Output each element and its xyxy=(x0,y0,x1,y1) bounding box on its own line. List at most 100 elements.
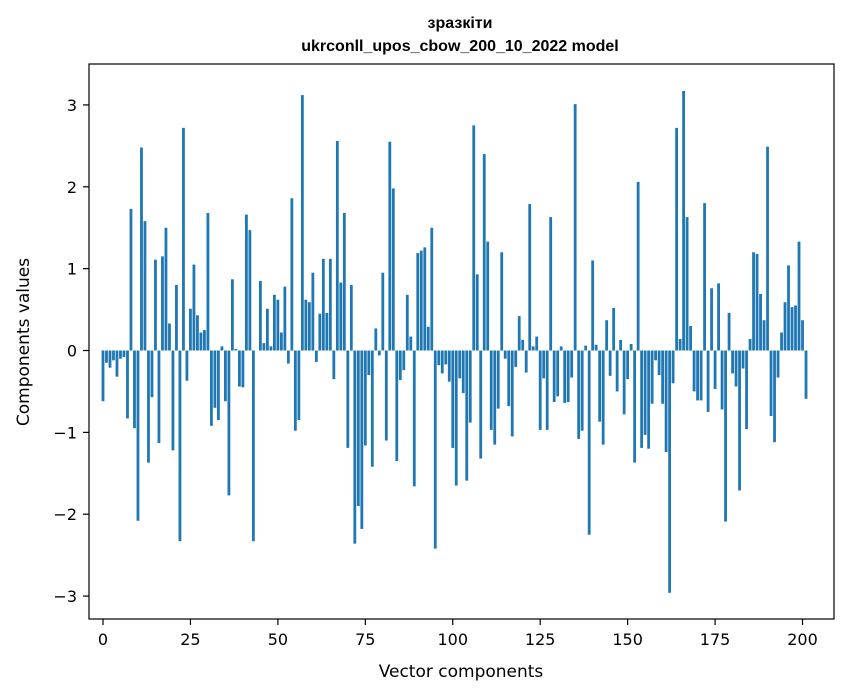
bar-component-100 xyxy=(451,350,455,448)
bar-component-59 xyxy=(307,302,311,351)
chart-title-line1: зразкіти xyxy=(428,15,493,32)
bar-component-37 xyxy=(231,279,234,351)
bar-component-77 xyxy=(370,350,374,467)
bar-component-5 xyxy=(119,350,122,359)
bar-component-141 xyxy=(594,344,598,351)
bar-component-34 xyxy=(220,346,224,351)
bar-component-71 xyxy=(349,285,353,351)
bar-component-149 xyxy=(622,350,626,415)
bar-component-1 xyxy=(105,350,108,363)
y-tick-label: 3 xyxy=(67,96,77,115)
bar-component-118 xyxy=(514,350,518,367)
bar-component-60 xyxy=(311,272,315,351)
bar-component-29 xyxy=(203,330,206,351)
bar-component-108 xyxy=(479,350,483,459)
bar-component-172 xyxy=(703,203,706,351)
bar-component-93 xyxy=(426,326,430,351)
x-axis-ticks: 0 25 50 75 100 125 150 175 200 xyxy=(98,619,818,649)
bar-component-55 xyxy=(293,350,297,431)
bar-component-147 xyxy=(615,350,619,392)
bar-component-86 xyxy=(402,350,406,371)
bar-component-65 xyxy=(328,258,332,351)
bar-component-115 xyxy=(503,350,507,359)
y-tick-label: 2 xyxy=(67,178,77,197)
bar-component-119 xyxy=(517,316,521,351)
x-tick-label: 200 xyxy=(787,630,818,649)
bar-component-199 xyxy=(797,241,801,351)
bar-component-6 xyxy=(122,350,126,358)
bar-component-12 xyxy=(143,221,147,351)
bar-component-131 xyxy=(559,346,563,351)
bar-component-109 xyxy=(482,154,486,351)
bar-component-159 xyxy=(657,350,661,376)
y-axis-ticks: −3 −2 −1 0 1 2 3 xyxy=(53,96,89,606)
bar-component-145 xyxy=(608,350,612,376)
bar-component-187 xyxy=(755,253,759,351)
bar-component-157 xyxy=(650,350,654,404)
bar-component-32 xyxy=(213,350,217,408)
x-tick-label: 175 xyxy=(700,630,731,649)
bar-component-36 xyxy=(227,350,231,496)
bar-component-67 xyxy=(335,140,339,351)
bar-component-143 xyxy=(601,350,605,445)
bar-component-85 xyxy=(398,350,402,380)
bar-component-174 xyxy=(710,288,713,351)
bar-component-111 xyxy=(489,350,493,430)
bar-component-196 xyxy=(787,265,790,351)
bar-component-136 xyxy=(577,350,581,439)
bar-component-18 xyxy=(164,227,168,351)
bar-component-23 xyxy=(182,127,185,351)
bar-component-28 xyxy=(199,332,203,351)
bar-component-193 xyxy=(776,350,780,378)
plot-area-frame xyxy=(88,63,835,620)
bar-component-125 xyxy=(538,350,542,430)
bar-component-2 xyxy=(108,350,112,368)
bar-component-56 xyxy=(297,350,301,421)
bar-component-99 xyxy=(447,350,451,382)
bar-component-155 xyxy=(643,350,647,435)
x-tick-label: 0 xyxy=(98,630,108,649)
bar-component-154 xyxy=(640,350,644,448)
bar-component-153 xyxy=(636,181,640,351)
bar-component-182 xyxy=(738,350,741,491)
bar-component-163 xyxy=(671,350,675,384)
bar-component-26 xyxy=(192,264,196,351)
bar-component-129 xyxy=(552,350,556,403)
bar-component-53 xyxy=(286,350,290,364)
bar-component-135 xyxy=(573,104,577,351)
bar-component-188 xyxy=(759,294,762,351)
bar-component-79 xyxy=(377,350,381,356)
bar-component-177 xyxy=(720,350,724,410)
bar-component-87 xyxy=(405,294,409,351)
bar-component-198 xyxy=(794,305,797,351)
bar-component-150 xyxy=(626,350,630,380)
bar-component-73 xyxy=(356,350,360,507)
bar-component-80 xyxy=(381,272,385,351)
y-tick-label: −3 xyxy=(53,587,77,606)
bar-component-78 xyxy=(374,328,378,351)
y-tick-label: −2 xyxy=(53,505,77,524)
bar-component-133 xyxy=(566,350,570,403)
y-tick-label: −1 xyxy=(53,423,77,442)
bar-component-82 xyxy=(388,141,392,351)
bar-component-38 xyxy=(234,348,238,351)
bar-component-46 xyxy=(262,343,266,351)
bar-component-200 xyxy=(801,320,804,351)
bar-component-127 xyxy=(545,350,549,430)
bar-component-101 xyxy=(454,350,458,486)
bar-component-137 xyxy=(580,350,584,431)
bar-component-184 xyxy=(745,350,748,430)
bar-component-180 xyxy=(731,350,734,374)
bar-component-27 xyxy=(196,315,199,351)
bar-component-8 xyxy=(129,208,133,351)
bar-component-113 xyxy=(496,350,500,409)
bar-component-11 xyxy=(140,147,143,351)
bar-component-168 xyxy=(689,325,692,351)
bar-component-117 xyxy=(510,350,514,437)
bar-component-112 xyxy=(493,350,497,445)
bar-component-102 xyxy=(458,350,462,379)
bar-component-52 xyxy=(283,286,287,351)
x-tick-label: 50 xyxy=(268,630,288,649)
bar-component-47 xyxy=(265,308,269,351)
bar-component-94 xyxy=(430,227,434,351)
